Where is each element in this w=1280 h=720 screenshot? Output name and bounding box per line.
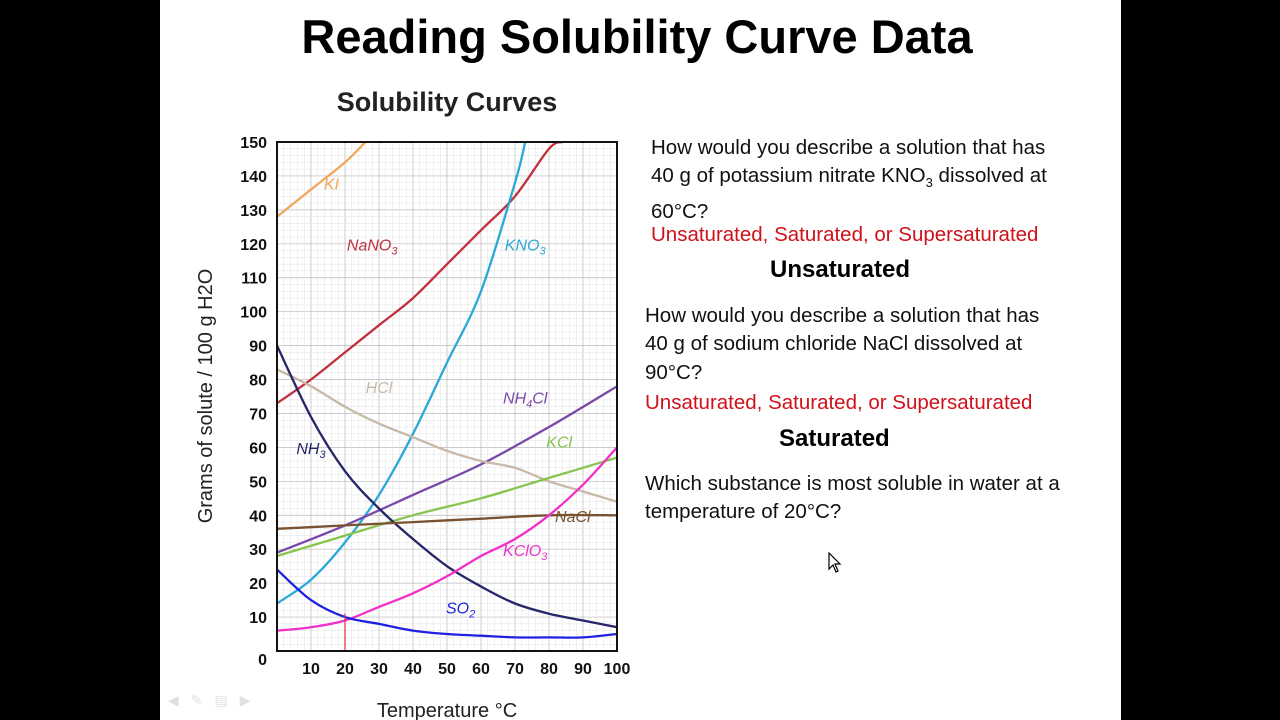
series-line-so2 (277, 568, 617, 639)
question-3-line-1: Which substance is most soluble in water… (645, 472, 1060, 495)
series-label-kno3: KNO3 (505, 238, 547, 258)
y-tick-label: 150 (240, 135, 267, 152)
y-tick-label: 110 (241, 271, 267, 288)
series-line-nh4cl (277, 385, 617, 554)
answer-options-2: Unsaturated, Saturated, or Supersaturate… (645, 391, 1033, 414)
y-tick-label: 100 (240, 305, 267, 322)
series-line-hcl (277, 368, 617, 503)
x-tick-label: 30 (370, 661, 388, 678)
series-label-ki: KI (324, 177, 340, 194)
back-arrow-icon[interactable]: ◀ (168, 692, 179, 708)
question-2-line-1: How would you describe a solution that h… (645, 304, 1040, 327)
question-2-line-2: 40 g of sodium chloride NaCl dissolved a… (645, 332, 1023, 356)
series-line-kno3 (277, 142, 527, 605)
series-line-nh3 (277, 345, 617, 629)
slides-icon[interactable]: ▤ (214, 692, 228, 708)
question-1: How would you describe a solution that h… (651, 134, 1047, 226)
series-label-kclo3: KClO3 (503, 543, 548, 563)
series-label-nano3: NaNO3 (347, 238, 398, 258)
series-label-so2: SO2 (446, 601, 475, 621)
slide: Reading Solubility Curve Data Solubility… (160, 0, 1121, 720)
mouse-cursor-icon (828, 552, 842, 573)
y-axis-label: Grams of solute / 100 g H2O (195, 269, 217, 524)
series-line-ki (277, 142, 367, 218)
series-label-nacl: NaCl (555, 509, 591, 526)
y-tick-label: 140 (240, 169, 267, 186)
y-tick-label: 90 (249, 339, 267, 356)
question-1-line-3: 60°C? (651, 199, 709, 223)
y-tick-label: 40 (249, 508, 267, 525)
series-line-nano3 (277, 142, 564, 405)
series-line-kcl (277, 456, 617, 558)
question-2: How would you describe a solution that h… (645, 302, 1039, 387)
question-1-line-1: How would you describe a solution that h… (651, 136, 1046, 159)
y-tick-label: 80 (249, 373, 267, 390)
series-label-hcl: HCl (366, 380, 393, 397)
slide-nav-controls[interactable]: ◀ ✎ ▤ ▶ (168, 692, 251, 709)
y-tick-label: 30 (249, 542, 267, 559)
x-tick-label: 40 (404, 661, 422, 678)
y-tick-label: 70 (249, 406, 267, 423)
y-tick-label: 120 (240, 237, 267, 254)
question-2-line-3: 90°C? (645, 360, 703, 384)
slide-title: Reading Solubility Curve Data (301, 10, 973, 63)
x-tick-label: 20 (336, 661, 354, 678)
series-label-nh4cl: NH4Cl (503, 390, 548, 410)
x-tick-label: 60 (472, 661, 490, 678)
x-tick-label: 10 (302, 661, 320, 678)
y-tick-label: 0 (258, 652, 267, 669)
y-tick-label: 60 (249, 440, 267, 457)
x-tick-label: 100 (604, 661, 631, 678)
x-tick-label: 90 (574, 661, 592, 678)
series-label-kcl: KCl (546, 434, 572, 451)
chart-title: Solubility Curves (337, 87, 558, 117)
x-tick-label: 50 (438, 661, 456, 678)
solubility-chart: Solubility Curves KI NaNO3 KNO3 NH4Cl HCl KCl N… (195, 87, 631, 720)
plot-frame (276, 141, 618, 652)
series-label-nh3: NH3 (296, 441, 326, 461)
x-axis-label: Temperature °C (377, 700, 517, 720)
y-tick-label: 20 (249, 576, 267, 593)
x-tick-label: 80 (540, 661, 558, 678)
forward-arrow-icon[interactable]: ▶ (239, 692, 251, 708)
question-3: Which substance is most soluble in water… (645, 470, 1060, 527)
question-1-line-2: 40 g of potassium nitrate KNO3 dissolved… (651, 164, 1047, 191)
pen-icon[interactable]: ✎ (190, 692, 203, 708)
y-tick-label: 10 (249, 610, 267, 627)
question-3-line-2: temperature of 20°C? (645, 500, 842, 524)
answer-1: Unsaturated (770, 256, 911, 283)
y-tick-label: 50 (249, 474, 267, 491)
answer-2: Saturated (779, 425, 890, 452)
series-line-kclo3 (277, 446, 617, 632)
series-line-nacl (277, 513, 617, 530)
answer-options-1: Unsaturated, Saturated, or Supersaturate… (651, 223, 1039, 246)
x-tick-label: 70 (506, 661, 524, 678)
y-tick-label: 130 (240, 203, 267, 220)
